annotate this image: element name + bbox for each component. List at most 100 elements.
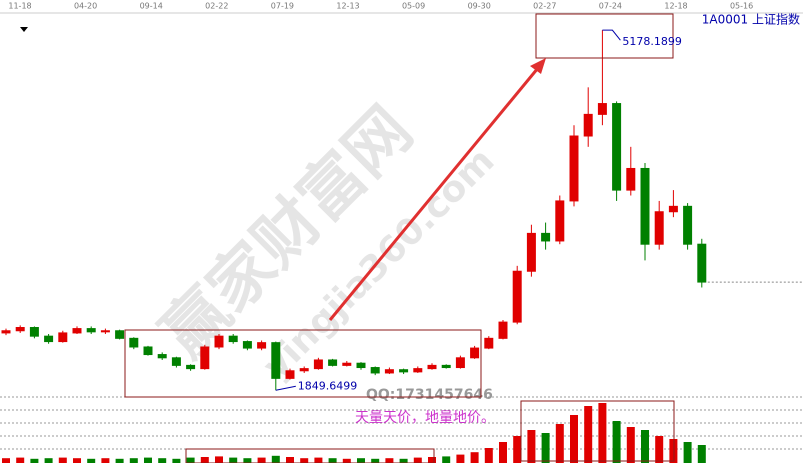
volume-bar (172, 458, 181, 463)
candle-body (427, 364, 437, 370)
candle-body (342, 362, 352, 366)
chart-title: 1A0001 上证指数 (702, 12, 800, 27)
peak-leader (602, 29, 621, 41)
volume-bar (73, 458, 81, 463)
candle-body (299, 368, 309, 372)
candle-body (640, 167, 650, 245)
bottom-volume-box (185, 448, 435, 463)
low-label: 1849.6499 (298, 379, 358, 392)
candle-body (484, 337, 494, 349)
candle-body (541, 232, 551, 242)
volume-bar (541, 433, 550, 463)
watermark-qq: QQ:1731457646 (366, 387, 493, 403)
volume-bar (357, 458, 365, 463)
volume-bar (2, 458, 10, 463)
candle-body (470, 347, 480, 359)
volume-bar (527, 430, 536, 463)
candle-body (1, 330, 11, 334)
candle-body (384, 369, 394, 374)
peak-label: 5178.1899 (622, 35, 682, 48)
top-price-box (535, 13, 674, 59)
volume-bar (513, 436, 522, 463)
candle-body (583, 113, 593, 137)
candle-body (242, 341, 252, 349)
date-label: 05-09 (402, 2, 425, 11)
bottom-price-box (124, 329, 482, 398)
volume-bar (584, 406, 593, 463)
volume-bar (300, 458, 309, 463)
date-label: 11-18 (8, 2, 31, 11)
volume-bar (257, 457, 266, 463)
candle-body (115, 330, 125, 339)
volume-bar (683, 442, 692, 463)
volume-bar (442, 456, 451, 463)
volume-bar (470, 452, 479, 463)
volume-bar (115, 458, 124, 463)
candle-body (200, 346, 210, 370)
candle-body (313, 359, 323, 370)
trend-arrow (328, 67, 540, 321)
volume-bar (30, 458, 39, 463)
candle-body (555, 200, 565, 242)
candle-body (228, 335, 238, 343)
volume-bar (87, 458, 96, 463)
date-label: 12-18 (664, 2, 687, 11)
volume-bar (669, 439, 678, 463)
date-label: 12-13 (336, 2, 359, 11)
candle-body (399, 369, 409, 373)
volume-bar (144, 457, 152, 463)
candle-body (285, 370, 295, 379)
volume-bar (158, 458, 167, 463)
volume-bar (655, 436, 664, 463)
date-label: 09-30 (468, 2, 491, 11)
candle-body (129, 337, 139, 348)
volume-bar (484, 448, 493, 463)
candle-body (498, 321, 508, 339)
date-label: 02-22 (205, 2, 228, 11)
candle-body (257, 342, 267, 349)
volume-bar (456, 454, 465, 463)
volume-bar (129, 458, 138, 463)
candle-body (626, 167, 636, 191)
candle-body (697, 243, 707, 283)
candle-body (29, 327, 39, 337)
date-label: 02-27 (533, 2, 556, 11)
candle-body (569, 135, 579, 202)
volume-bar (328, 458, 337, 463)
candle-body (214, 335, 224, 348)
volume-bar (101, 458, 110, 463)
candle-body (15, 327, 25, 332)
volume-bar (229, 457, 238, 463)
volume-bar (428, 457, 436, 463)
volume-bar (215, 456, 223, 463)
candle-body (44, 335, 54, 343)
volume-bar (555, 424, 564, 463)
candle-body (171, 357, 181, 366)
candle-body (441, 364, 451, 369)
date-label: 04-20 (74, 2, 97, 11)
menu-arrow[interactable] (20, 27, 28, 32)
candle-body (143, 346, 153, 356)
candle-body (157, 354, 167, 359)
candle-body (271, 342, 281, 379)
volume-bar (243, 458, 252, 463)
volume-bar (499, 442, 507, 463)
candle-body (683, 205, 693, 245)
candle-body (413, 368, 423, 373)
volume-bar (271, 455, 280, 463)
volume-bar (570, 415, 578, 463)
candle-body (526, 232, 536, 272)
date-label: 07-24 (599, 2, 622, 11)
candle-body (86, 328, 96, 333)
candle-body (72, 328, 82, 334)
volume-bar (16, 457, 25, 463)
candle-body (58, 332, 68, 343)
volume-bar (314, 457, 323, 463)
top-volume-box (520, 400, 675, 462)
volume-bar (186, 457, 195, 463)
volume-bar (697, 445, 706, 463)
volume-bar (371, 458, 380, 463)
volume-bar (385, 458, 394, 463)
volume-bar (58, 457, 67, 463)
volume-bar (286, 457, 294, 463)
